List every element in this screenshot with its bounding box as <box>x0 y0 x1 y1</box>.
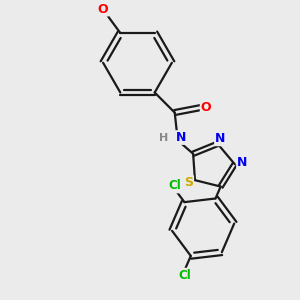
Text: S: S <box>184 176 193 189</box>
Text: N: N <box>237 156 247 170</box>
Text: O: O <box>201 101 211 114</box>
Text: O: O <box>98 3 108 16</box>
Text: N: N <box>215 132 225 145</box>
Text: Cl: Cl <box>178 268 191 282</box>
Text: N: N <box>176 131 186 144</box>
Text: Cl: Cl <box>169 179 182 193</box>
Text: H: H <box>159 133 169 142</box>
